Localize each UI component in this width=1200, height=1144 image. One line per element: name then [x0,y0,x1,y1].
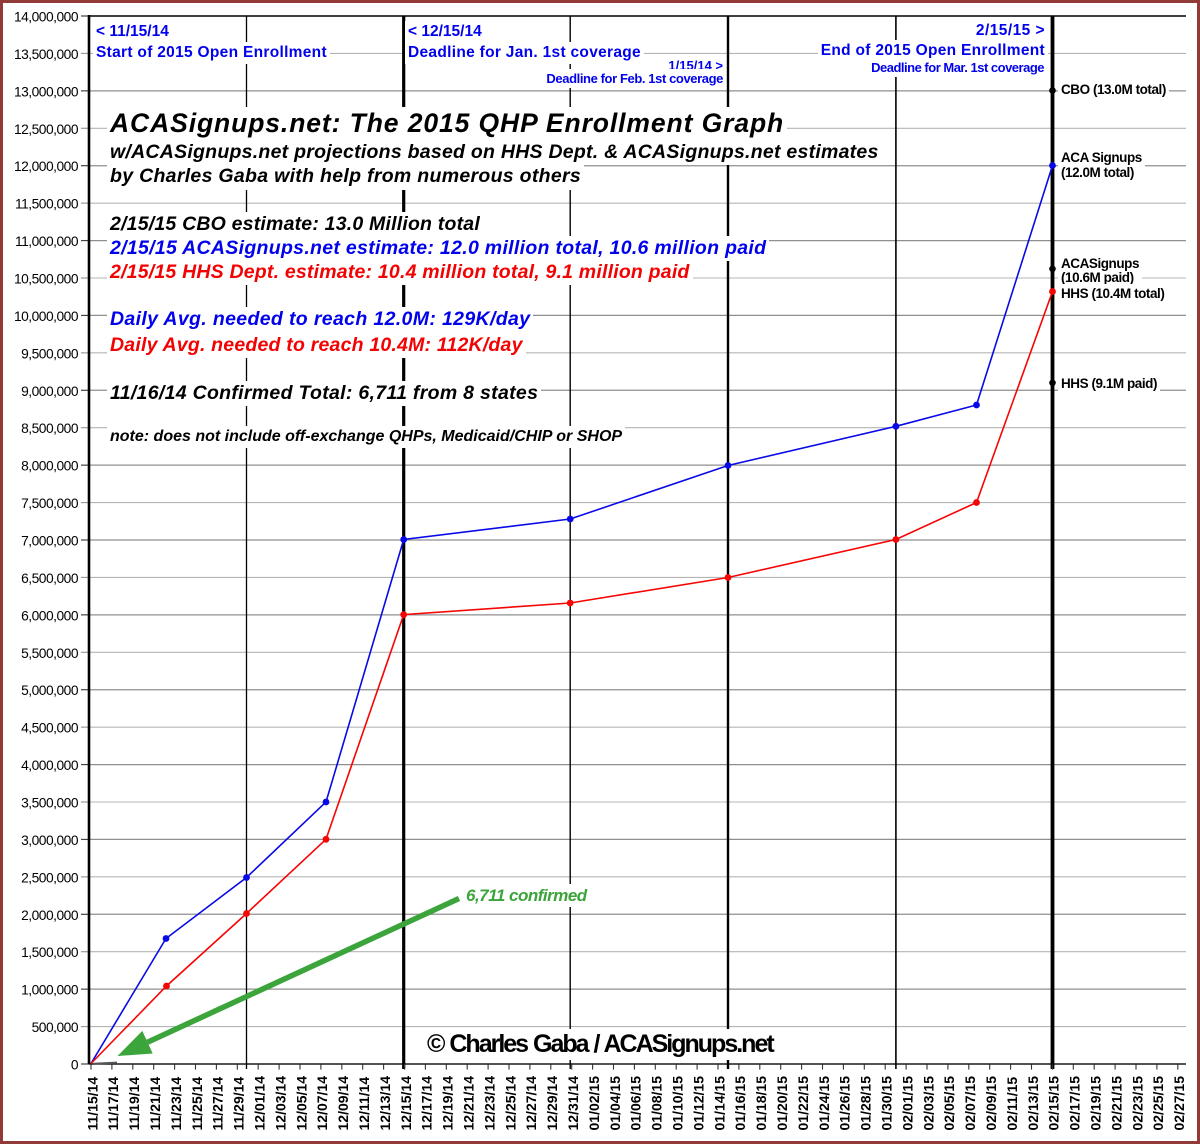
svg-text:01/08/15: 01/08/15 [649,1076,665,1131]
svg-text:13,500,000: 13,500,000 [14,47,79,62]
svg-text:12/17/14: 12/17/14 [419,1076,435,1131]
svg-text:11/25/14: 11/25/14 [189,1077,205,1131]
svg-text:0: 0 [71,1058,79,1073]
svg-text:2,500,000: 2,500,000 [21,870,79,885]
svg-text:3,000,000: 3,000,000 [21,833,79,848]
svg-text:12/15/14: 12/15/14 [398,1076,414,1131]
svg-text:01/04/15: 01/04/15 [607,1076,623,1131]
svg-text:5,500,000: 5,500,000 [21,646,79,661]
svg-text:12/05/14: 12/05/14 [293,1076,309,1131]
svg-text:12,000,000: 12,000,000 [14,159,79,174]
svg-text:01/22/15: 01/22/15 [795,1076,811,1131]
svg-text:13,000,000: 13,000,000 [14,84,79,99]
svg-text:12/03/14: 12/03/14 [272,1076,288,1131]
svg-text:02/13/15: 02/13/15 [1025,1076,1041,1131]
svg-text:1,500,000: 1,500,000 [21,945,79,960]
svg-text:8,500,000: 8,500,000 [21,421,79,436]
svg-text:01/12/15: 01/12/15 [690,1076,706,1131]
svg-text:12/09/14: 12/09/14 [335,1076,351,1131]
svg-text:14,000,000: 14,000,000 [14,10,79,25]
svg-text:12/27/14: 12/27/14 [523,1076,539,1131]
svg-text:11,500,000: 11,500,000 [15,197,79,212]
svg-text:02/01/15: 02/01/15 [899,1076,915,1131]
svg-text:2,000,000: 2,000,000 [21,908,79,923]
svg-text:11,000,000: 11,000,000 [15,234,79,249]
svg-text:02/19/15: 02/19/15 [1088,1076,1104,1131]
svg-text:7,000,000: 7,000,000 [21,534,79,549]
svg-text:4,000,000: 4,000,000 [21,758,79,773]
svg-text:02/05/15: 02/05/15 [941,1076,957,1131]
svg-text:12/11/14: 12/11/14 [356,1077,372,1131]
svg-text:11/29/14: 11/29/14 [231,1077,247,1131]
svg-text:6,500,000: 6,500,000 [21,571,79,586]
svg-text:02/15/15: 02/15/15 [1046,1076,1062,1131]
svg-text:02/03/15: 02/03/15 [920,1076,936,1131]
svg-text:11/21/14: 11/21/14 [147,1077,163,1131]
svg-text:4,500,000: 4,500,000 [21,721,79,736]
svg-text:02/25/15: 02/25/15 [1150,1076,1166,1131]
svg-text:9,000,000: 9,000,000 [21,384,79,399]
svg-text:02/09/15: 02/09/15 [983,1076,999,1131]
svg-text:01/18/15: 01/18/15 [753,1076,769,1131]
svg-text:12/21/14: 12/21/14 [461,1076,477,1131]
svg-text:12/31/14: 12/31/14 [565,1076,581,1131]
svg-text:8,000,000: 8,000,000 [21,459,79,474]
svg-text:10,000,000: 10,000,000 [14,309,79,324]
svg-text:12/19/14: 12/19/14 [440,1076,456,1131]
svg-text:12,500,000: 12,500,000 [14,122,79,137]
svg-text:01/16/15: 01/16/15 [732,1076,748,1131]
svg-text:7,500,000: 7,500,000 [21,496,79,511]
svg-text:12/25/14: 12/25/14 [502,1076,518,1131]
svg-text:01/28/15: 01/28/15 [858,1076,874,1131]
svg-text:1,000,000: 1,000,000 [21,983,79,998]
svg-text:6,000,000: 6,000,000 [21,608,79,623]
svg-text:11/17/14: 11/17/14 [105,1077,121,1131]
svg-text:10,500,000: 10,500,000 [14,272,79,287]
svg-text:11/15/14: 11/15/14 [84,1077,100,1131]
svg-text:01/02/15: 01/02/15 [586,1076,602,1131]
svg-text:12/23/14: 12/23/14 [481,1076,497,1131]
svg-text:12/07/14: 12/07/14 [314,1076,330,1131]
svg-text:12/01/14: 12/01/14 [252,1076,268,1131]
svg-text:12/29/14: 12/29/14 [544,1076,560,1131]
svg-text:01/30/15: 01/30/15 [879,1076,895,1131]
svg-text:11/27/14: 11/27/14 [210,1077,226,1131]
svg-text:02/11/15: 02/11/15 [1004,1077,1020,1131]
svg-text:01/10/15: 01/10/15 [670,1076,686,1131]
svg-text:02/07/15: 02/07/15 [962,1076,978,1131]
svg-text:01/20/15: 01/20/15 [774,1076,790,1131]
svg-text:11/19/14: 11/19/14 [126,1077,142,1131]
svg-text:01/26/15: 01/26/15 [837,1076,853,1131]
svg-text:5,000,000: 5,000,000 [21,683,79,698]
svg-text:3,500,000: 3,500,000 [21,796,79,811]
svg-text:9,500,000: 9,500,000 [21,346,79,361]
svg-text:01/24/15: 01/24/15 [816,1076,832,1131]
svg-text:01/06/15: 01/06/15 [628,1076,644,1131]
svg-text:02/23/15: 02/23/15 [1129,1076,1145,1131]
svg-text:02/17/15: 02/17/15 [1067,1076,1083,1131]
svg-text:02/21/15: 02/21/15 [1108,1076,1124,1131]
svg-text:500,000: 500,000 [32,1020,79,1035]
svg-text:01/14/15: 01/14/15 [711,1076,727,1131]
svg-text:12/13/14: 12/13/14 [377,1076,393,1131]
svg-text:11/23/14: 11/23/14 [168,1077,184,1131]
svg-text:02/27/15: 02/27/15 [1171,1076,1187,1131]
